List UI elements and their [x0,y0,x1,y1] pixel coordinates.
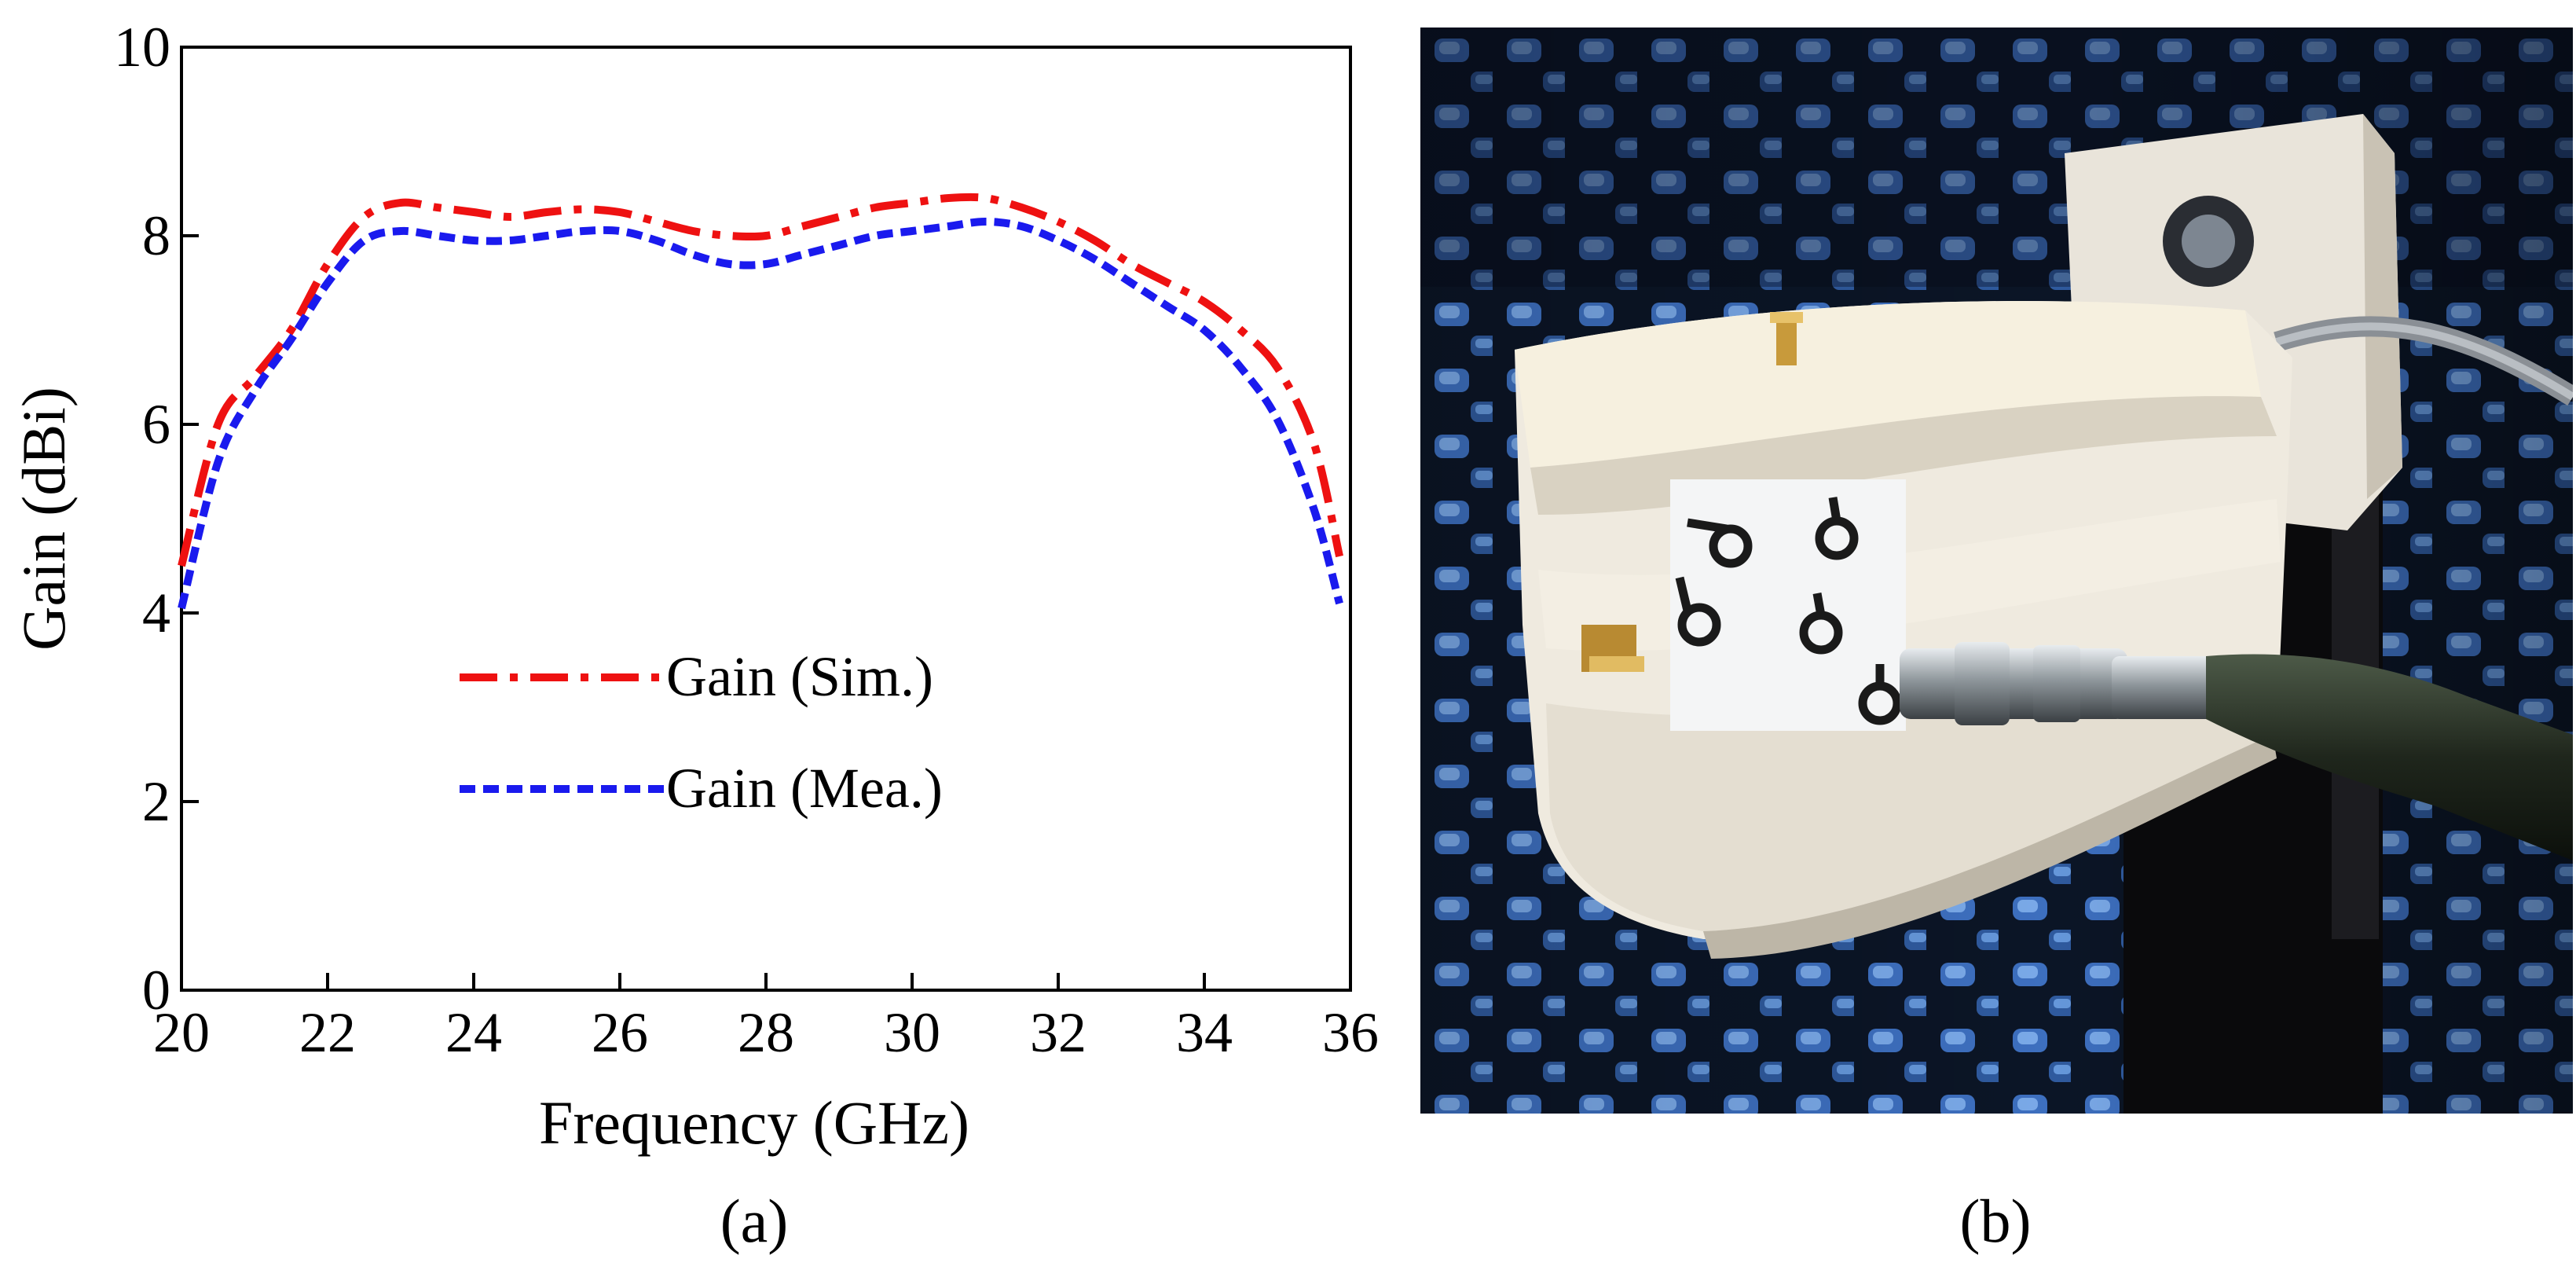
x-tick-label: 30 [884,1001,940,1064]
y-tick-label: 10 [114,16,170,79]
x-axis-ticks: 20 22 24 26 28 30 32 34 36 [153,973,1379,1064]
legend-sim-label: Gain (Sim.) [666,645,933,708]
plot-frame [180,46,1352,992]
series-lines [178,193,1343,610]
sma-connector [1900,648,2127,719]
coax-cable [2206,654,2573,861]
y-axis-ticks: 0 2 4 6 8 10 [114,16,199,1022]
caption-b: (b) [1960,1187,2032,1255]
x-tick-label: 34 [1176,1001,1233,1064]
top-connector [1776,318,1797,365]
x-tick-label: 22 [299,1001,356,1064]
x-tick-label: 20 [153,1001,210,1064]
x-tick-label: 36 [1322,1001,1379,1064]
caption-a: (a) [720,1187,789,1255]
x-tick-label: 32 [1030,1001,1086,1064]
x-tick-label: 28 [738,1001,794,1064]
y-axis-title: Gain (dBi) [9,387,78,651]
antenna-photo [1420,28,2573,1114]
x-tick-label: 26 [592,1001,648,1064]
y-tick-label: 0 [142,959,170,1022]
series-line-mea [178,218,1343,610]
y-tick-label: 4 [142,582,170,644]
y-tick-label: 8 [142,204,170,267]
patch-pattern [1675,497,1902,725]
y-tick-label: 2 [142,770,170,833]
legend-mea-label: Gain (Mea.) [666,757,943,820]
x-axis-title: Frequency (GHz) [539,1088,969,1157]
y-tick-label: 6 [142,393,170,456]
series-line-sim [178,193,1343,567]
x-tick-label: 24 [445,1001,502,1064]
legend: Gain (Sim.) Gain (Mea.) [460,645,943,820]
